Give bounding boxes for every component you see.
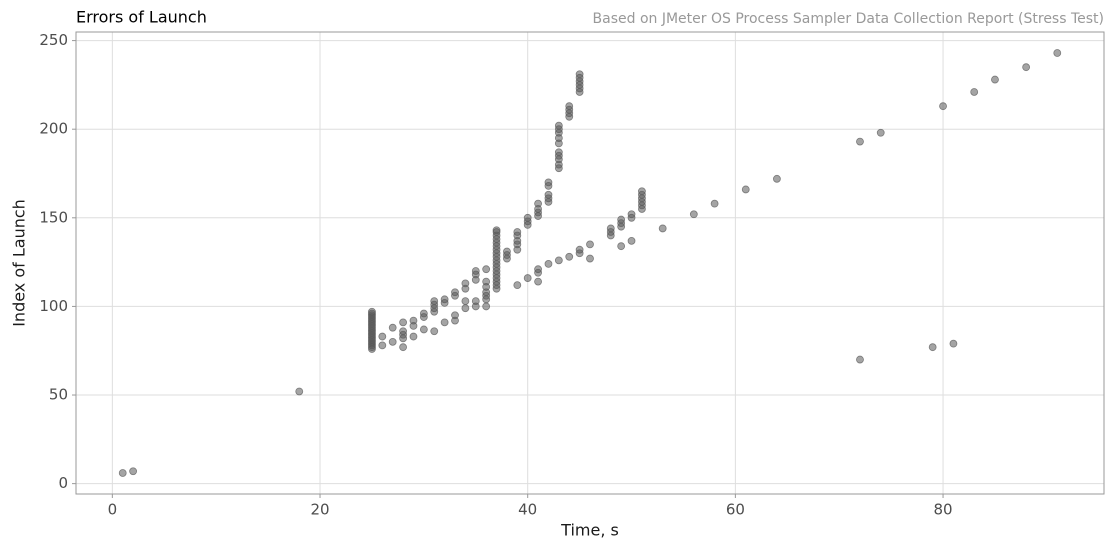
point (606, 224, 615, 233)
point (689, 210, 698, 219)
point (554, 148, 563, 157)
point (461, 297, 470, 306)
point (565, 252, 574, 261)
point (586, 254, 594, 263)
point (534, 277, 542, 286)
y-tick-label: 150 (39, 208, 68, 226)
point (970, 88, 979, 96)
point (856, 137, 864, 146)
point (399, 343, 407, 352)
y-tick-label: 200 (39, 120, 68, 138)
y-tick-label: 50 (49, 386, 68, 404)
point (461, 304, 470, 313)
point (534, 265, 542, 274)
point (617, 242, 626, 251)
y-axis-title: Index of Launch (10, 199, 29, 327)
point (419, 325, 428, 334)
point (710, 199, 719, 208)
y-tick-label: 0 (58, 474, 68, 492)
x-tick-label: 60 (726, 501, 745, 519)
point (430, 327, 439, 336)
point (399, 318, 407, 327)
point (492, 226, 501, 235)
point (627, 210, 636, 219)
x-axis-title: Time, s (560, 521, 619, 540)
point (295, 387, 304, 396)
point (544, 259, 553, 268)
point (949, 339, 958, 348)
y-tick-label: 100 (39, 297, 68, 315)
point (471, 297, 480, 306)
chart-subtitle: Based on JMeter OS Process Sampler Data … (593, 11, 1104, 27)
point (513, 281, 522, 290)
grid (76, 32, 1104, 494)
point (991, 75, 999, 84)
point (419, 309, 428, 318)
point (856, 355, 864, 364)
point (482, 277, 491, 286)
point (928, 343, 937, 352)
panel-border (75, 31, 1105, 495)
point (565, 102, 574, 111)
point (1022, 63, 1031, 72)
point (440, 318, 449, 327)
point (388, 337, 397, 346)
chart-title: Errors of Launch (76, 8, 207, 27)
y-tick-label: 250 (39, 31, 68, 49)
point (409, 332, 418, 341)
point (544, 178, 553, 187)
point (554, 121, 563, 130)
points (118, 49, 1062, 477)
point (575, 70, 584, 79)
point (451, 288, 459, 297)
point (368, 307, 376, 316)
point (554, 256, 563, 265)
point (773, 174, 781, 183)
point (876, 128, 885, 137)
panel (76, 32, 1104, 494)
point (440, 295, 449, 304)
point (523, 274, 532, 282)
point (461, 279, 470, 288)
point (482, 302, 491, 311)
point (523, 213, 532, 222)
point (482, 265, 491, 274)
point (388, 323, 397, 332)
point (118, 469, 127, 477)
x-tick-label: 40 (518, 501, 537, 519)
point (534, 199, 542, 208)
point (627, 236, 636, 245)
point (430, 297, 439, 306)
point (451, 311, 459, 320)
point (129, 467, 138, 476)
x-tick-label: 80 (934, 501, 953, 519)
point (513, 228, 522, 236)
point (575, 245, 584, 254)
point (939, 102, 947, 111)
point (503, 247, 511, 256)
point (378, 332, 387, 341)
point (544, 190, 553, 199)
point (471, 267, 480, 275)
point (409, 316, 418, 325)
point (638, 187, 646, 196)
x-tick-label: 0 (108, 501, 118, 519)
point (658, 224, 667, 233)
point (617, 215, 626, 224)
point (586, 240, 594, 249)
point (399, 327, 407, 336)
point (741, 185, 750, 194)
point (1053, 49, 1062, 57)
point (378, 341, 387, 350)
x-tick-label: 20 (310, 501, 329, 519)
